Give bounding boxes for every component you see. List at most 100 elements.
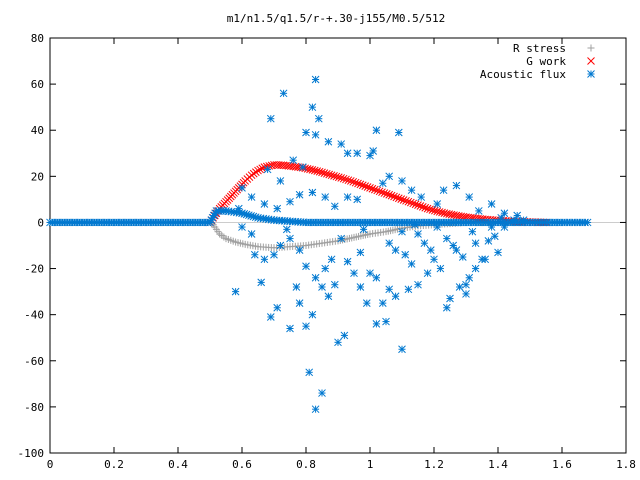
data-point (436, 264, 445, 273)
data-point (308, 188, 317, 197)
data-point (276, 177, 285, 185)
data-point (513, 211, 522, 220)
data-point (247, 193, 256, 201)
data-point (385, 172, 394, 181)
data-point (322, 169, 331, 178)
data-point (332, 172, 341, 181)
data-point (238, 184, 246, 192)
data-point (315, 167, 324, 176)
data-point (366, 269, 374, 278)
legend-marker (587, 44, 595, 52)
data-point (350, 269, 358, 278)
data-point (385, 239, 394, 248)
data-point (462, 290, 470, 298)
data-point (266, 114, 275, 123)
data-point (442, 209, 451, 218)
data-point (500, 223, 509, 231)
x-tick-label: 1.8 (616, 458, 636, 471)
data-point (402, 196, 410, 205)
data-point (490, 232, 499, 241)
x-tick-label: 0.6 (232, 458, 252, 471)
data-point (390, 192, 398, 201)
data-point (262, 162, 271, 171)
data-point (308, 310, 317, 319)
data-point (447, 210, 456, 219)
data-point (471, 264, 480, 273)
data-point (256, 165, 264, 174)
legend-label: R stress (513, 42, 566, 55)
data-point (292, 283, 301, 291)
data-point (391, 292, 400, 301)
data-point (314, 114, 323, 123)
data-point (409, 199, 418, 208)
data-point (414, 280, 422, 289)
data-point (337, 234, 346, 243)
data-point (330, 172, 338, 180)
y-tick-label: -20 (24, 263, 44, 276)
data-point (337, 140, 346, 148)
data-point (354, 179, 362, 188)
data-point (398, 227, 406, 236)
data-point (387, 191, 396, 200)
data-point (442, 234, 451, 243)
data-point (320, 169, 329, 177)
data-point (414, 201, 422, 210)
data-point (270, 250, 278, 259)
data-point (369, 147, 378, 155)
x-tick-label: 1 (367, 458, 374, 471)
y-tick-label: 40 (31, 124, 44, 137)
data-point (311, 130, 320, 139)
data-point (353, 195, 362, 204)
data-point (455, 283, 464, 291)
data-point (426, 246, 435, 254)
data-point (346, 177, 355, 185)
plot-frame (49, 37, 627, 454)
data-point (279, 89, 288, 98)
y-tick-label: 20 (31, 170, 44, 183)
data-point (298, 163, 307, 171)
data-point (286, 324, 294, 333)
data-point (353, 149, 362, 158)
data-point (334, 173, 343, 182)
data-point (372, 126, 381, 135)
data-point (449, 241, 458, 250)
data-point (327, 171, 336, 180)
data-point (361, 182, 370, 190)
data-point (430, 255, 438, 264)
y-tick-label: 80 (31, 32, 44, 45)
data-point (407, 186, 416, 195)
data-point (421, 203, 430, 212)
data-point (439, 186, 448, 195)
data-point (260, 200, 269, 208)
data-point (462, 280, 470, 289)
data-point (445, 210, 454, 218)
data-point (372, 273, 381, 282)
data-point (324, 137, 333, 146)
data-point (321, 193, 330, 201)
data-point (286, 197, 294, 206)
data-point (446, 294, 454, 303)
data-point (343, 193, 352, 201)
data-point (260, 255, 269, 264)
data-point (295, 246, 304, 254)
data-point (435, 208, 444, 216)
data-point (500, 209, 509, 218)
data-point (306, 165, 314, 174)
data-point (426, 205, 434, 214)
data-point (428, 206, 437, 214)
data-point (481, 255, 490, 264)
data-point (433, 200, 442, 208)
data-point (311, 75, 320, 84)
data-point (399, 196, 408, 204)
data-point (391, 246, 400, 254)
data-point (313, 167, 322, 175)
data-point (273, 303, 282, 312)
data-point (337, 174, 346, 182)
data-point (417, 193, 426, 201)
data-point (250, 250, 259, 259)
data-point (366, 184, 374, 192)
data-point (340, 331, 349, 340)
data-point (394, 128, 403, 137)
